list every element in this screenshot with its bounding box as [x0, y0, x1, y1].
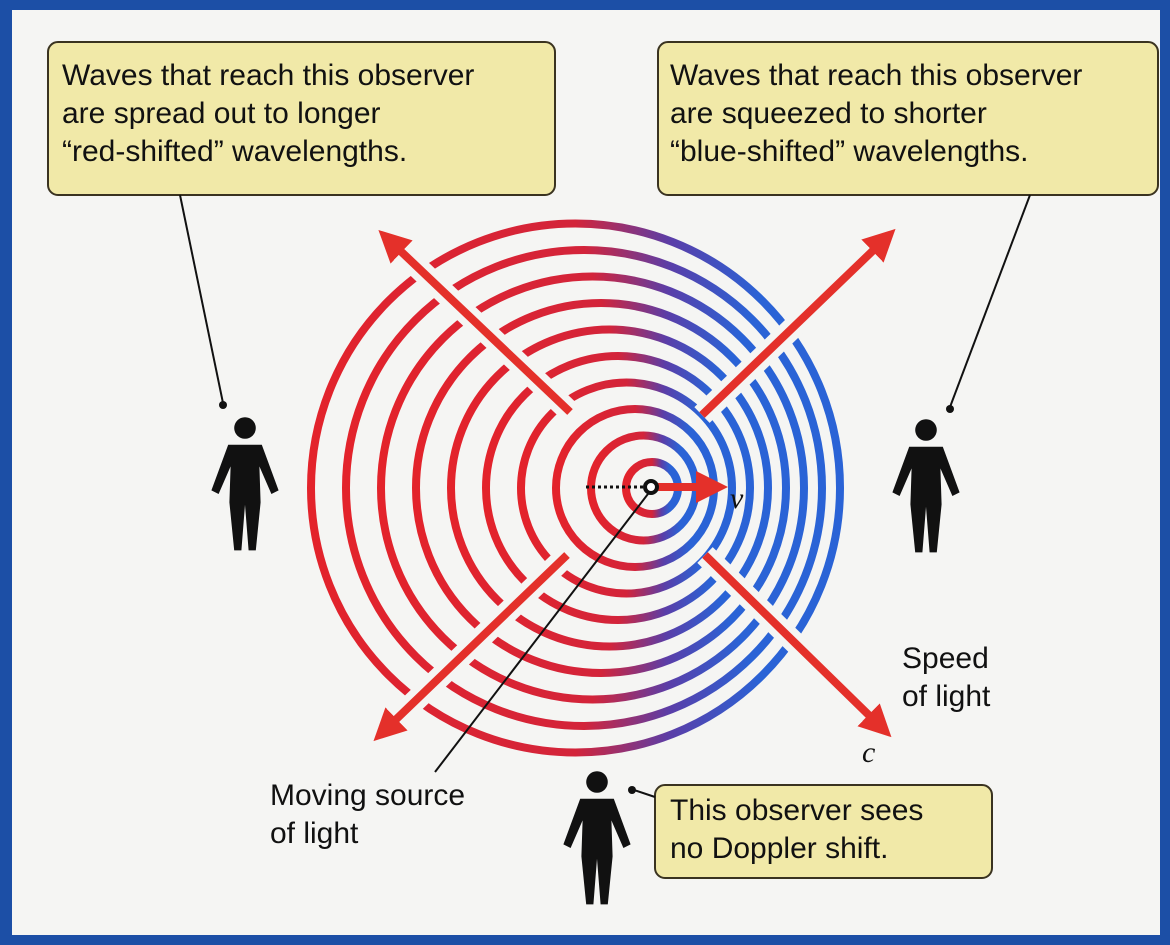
pointer-dot — [219, 401, 227, 409]
label: Moving source — [270, 779, 465, 812]
callout-text: This observer sees — [670, 794, 923, 827]
callout-text: are squeezed to shorter — [670, 97, 987, 130]
wavefront — [412, 299, 790, 677]
observer — [563, 771, 631, 905]
left-callout — [47, 41, 556, 196]
source — [643, 479, 659, 495]
pointer — [633, 789, 656, 798]
callout-text: Waves that reach this observer — [62, 59, 474, 92]
pointer — [949, 194, 1031, 408]
wavefront — [447, 325, 772, 651]
right-callout — [657, 41, 1159, 196]
wavefront — [482, 352, 754, 624]
bottom-callout — [654, 784, 993, 879]
c-label: c — [862, 736, 875, 769]
wavefront — [342, 246, 826, 730]
callout-text: “red-shifted” wavelengths. — [62, 135, 407, 168]
callout-text: no Doppler shift. — [670, 832, 888, 865]
label: of light — [270, 817, 359, 850]
pointer-dot — [628, 786, 636, 794]
wavefronts — [307, 219, 844, 757]
arrows — [373, 228, 896, 742]
pointer — [179, 194, 224, 404]
label: of light — [902, 680, 991, 713]
observer — [211, 417, 279, 551]
pointer-dot — [946, 405, 954, 413]
wavefront — [377, 272, 808, 704]
callout-text: are spread out to longer — [62, 97, 381, 130]
v-label: v — [730, 482, 744, 515]
callout-text: Waves that reach this observer — [670, 59, 1082, 92]
source-pointer — [434, 489, 652, 773]
label: Speed — [902, 642, 989, 675]
observer — [892, 419, 960, 553]
wavefront — [517, 378, 736, 598]
callout-text: “blue-shifted” wavelengths. — [670, 135, 1029, 168]
wavefront — [307, 219, 844, 757]
